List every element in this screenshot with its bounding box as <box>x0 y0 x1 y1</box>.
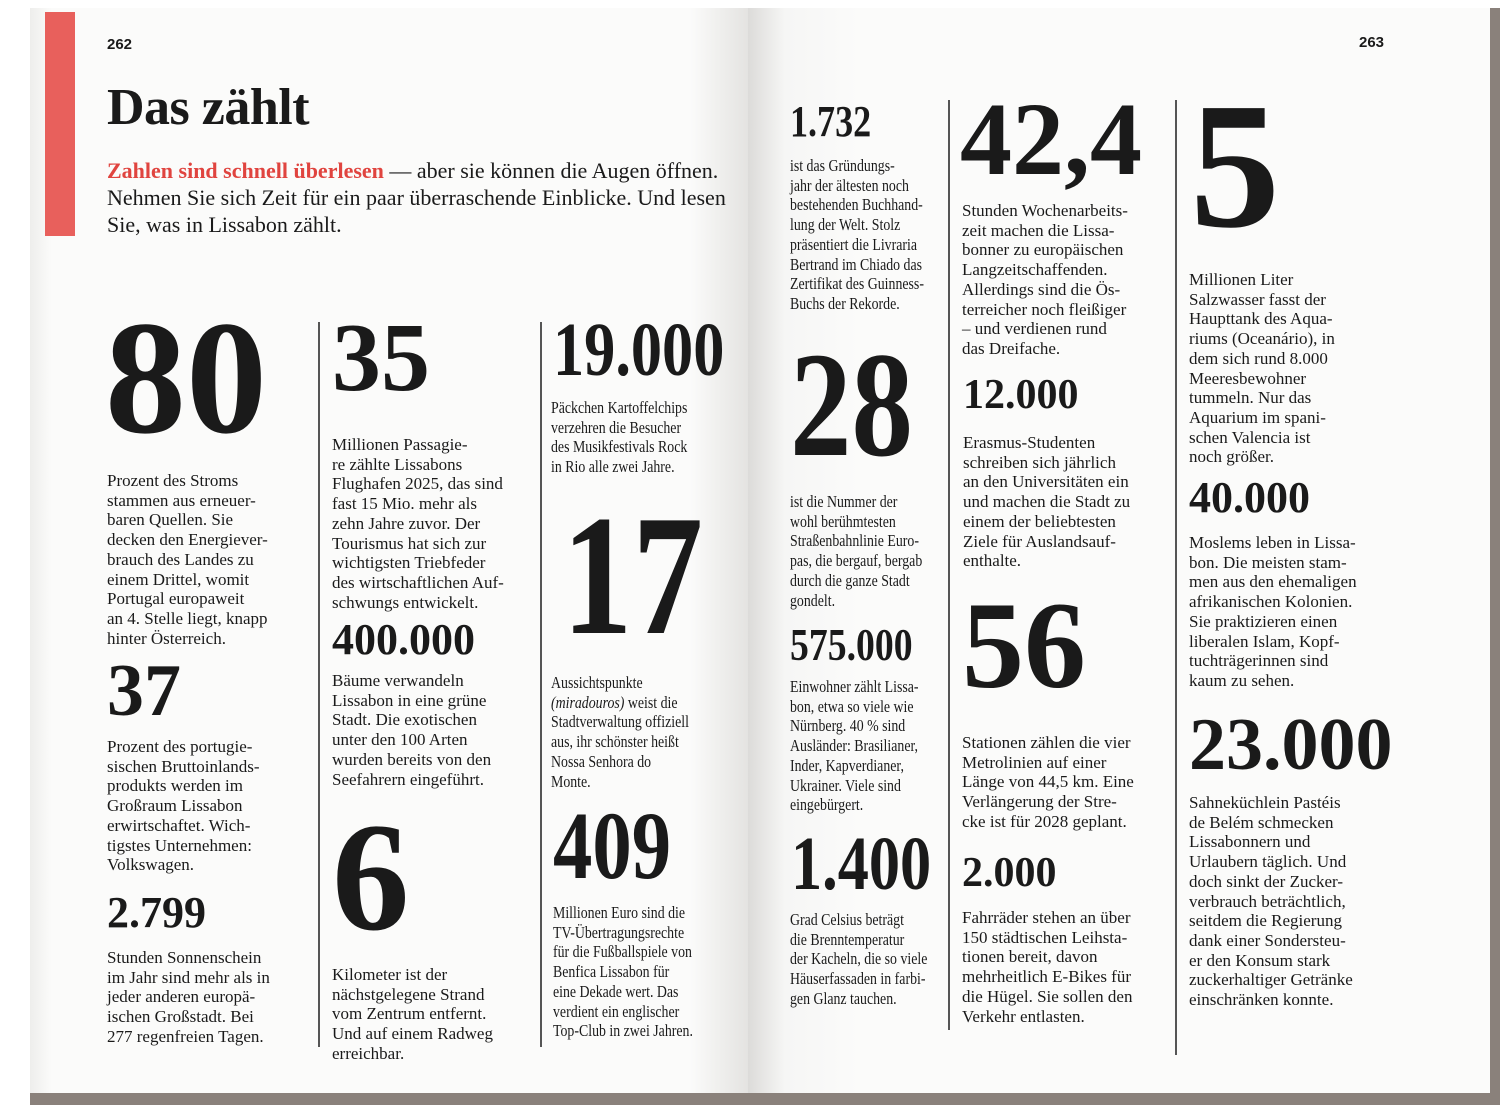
intro-rest: — aber sie können die Augen öffnen. Nehm… <box>107 158 726 237</box>
fact-text: Aussichtspunkte (miradouros) weist die S… <box>551 673 689 791</box>
fact-text-italic: (miradouros) <box>551 692 625 712</box>
page-title: Das zählt <box>107 79 310 136</box>
fact-number: 400.000 <box>332 615 475 664</box>
book-edge-bottom <box>30 1092 1500 1105</box>
right-page <box>748 8 1490 1093</box>
fact-text-lead: Aussichtspunkte <box>551 673 643 692</box>
fact-text: Moslems leben in Lissa- bon. Die meisten… <box>1189 533 1357 690</box>
fact-text: Stunden Sonnenschein im Jahr sind mehr a… <box>107 948 270 1046</box>
fact-number: 2.000 <box>962 850 1057 896</box>
column-divider <box>540 322 542 1047</box>
fact-number: 40.000 <box>1189 473 1310 522</box>
fact-number: 575.000 <box>790 619 913 670</box>
fact-text: Stationen zählen die vier Metrolinien au… <box>962 733 1134 831</box>
fact-number: 17 <box>562 481 704 671</box>
fact-text: Millionen Euro sind die TV-Übertragungsr… <box>553 903 693 1041</box>
fact-number: 19.000 <box>553 308 725 392</box>
page-number-right: 263 <box>1359 34 1385 51</box>
fact-number: 35 <box>332 304 430 412</box>
fact-number: 6 <box>332 791 410 963</box>
fact-text: ist die Nummer der wohl berühmtesten Str… <box>790 492 923 610</box>
fact-number: 56 <box>962 577 1086 714</box>
accent-bar <box>45 12 75 236</box>
column-divider <box>948 100 950 1030</box>
fact-text: Prozent des portugie- sischen Bruttoinla… <box>107 737 260 875</box>
book-edge-right <box>1488 8 1500 1098</box>
fact-text: Erasmus-Studenten schreiben sich jährlic… <box>963 433 1131 571</box>
fact-text: Millionen Liter Salzwasser fasst der Hau… <box>1189 270 1335 467</box>
fact-text-rest: weist die Stadtverwaltung offiziell aus,… <box>551 692 689 791</box>
fact-number: 23.000 <box>1189 704 1393 786</box>
fact-number: 2.799 <box>107 888 206 937</box>
fact-number: 1.732 <box>790 97 872 146</box>
fact-text: Millionen Passagie- re zählte Lissabons … <box>332 435 504 612</box>
fact-text: Kilometer ist der nächstgelegene Strand … <box>332 965 493 1063</box>
column-divider <box>318 322 320 1047</box>
fact-number: 12.000 <box>963 372 1079 418</box>
fact-number: 37 <box>107 650 181 732</box>
fact-text: Prozent des Stroms stammen aus erneuer- … <box>107 471 268 648</box>
fact-number: 409 <box>553 792 672 899</box>
intro-highlight: Zahlen sind schnell überlesen <box>107 158 384 183</box>
page-number-left: 262 <box>107 36 133 53</box>
fact-number: 5 <box>1190 66 1280 265</box>
fact-number: 42,4 <box>960 82 1142 197</box>
left-page <box>30 8 748 1093</box>
fact-text: Päckchen Kartoffelchips verzehren die Be… <box>551 398 688 477</box>
fact-number: 1.400 <box>791 822 932 906</box>
intro-text: Zahlen sind schnell überlesen — aber sie… <box>107 157 727 238</box>
column-divider <box>1175 100 1177 1055</box>
fact-text: ist das Gründungs- jahr der ältesten noc… <box>790 156 924 313</box>
fact-text: Bäume verwandeln Lissabon in eine grüne … <box>332 671 492 789</box>
fact-number: 80 <box>105 289 267 468</box>
fact-text: Sahneküchlein Pastéis de Belém schmecken… <box>1189 793 1353 1010</box>
fact-text: Fahrräder stehen an über 150 städtischen… <box>962 908 1133 1026</box>
fact-text: Grad Celsius beträgt die Brenntemperatur… <box>790 910 928 1008</box>
fact-text: Stunden Wochenarbeits- zeit machen die L… <box>962 201 1128 358</box>
fact-text: Einwohner zählt Lissa- bon, etwa so viel… <box>790 677 919 815</box>
fact-number: 28 <box>790 322 913 488</box>
